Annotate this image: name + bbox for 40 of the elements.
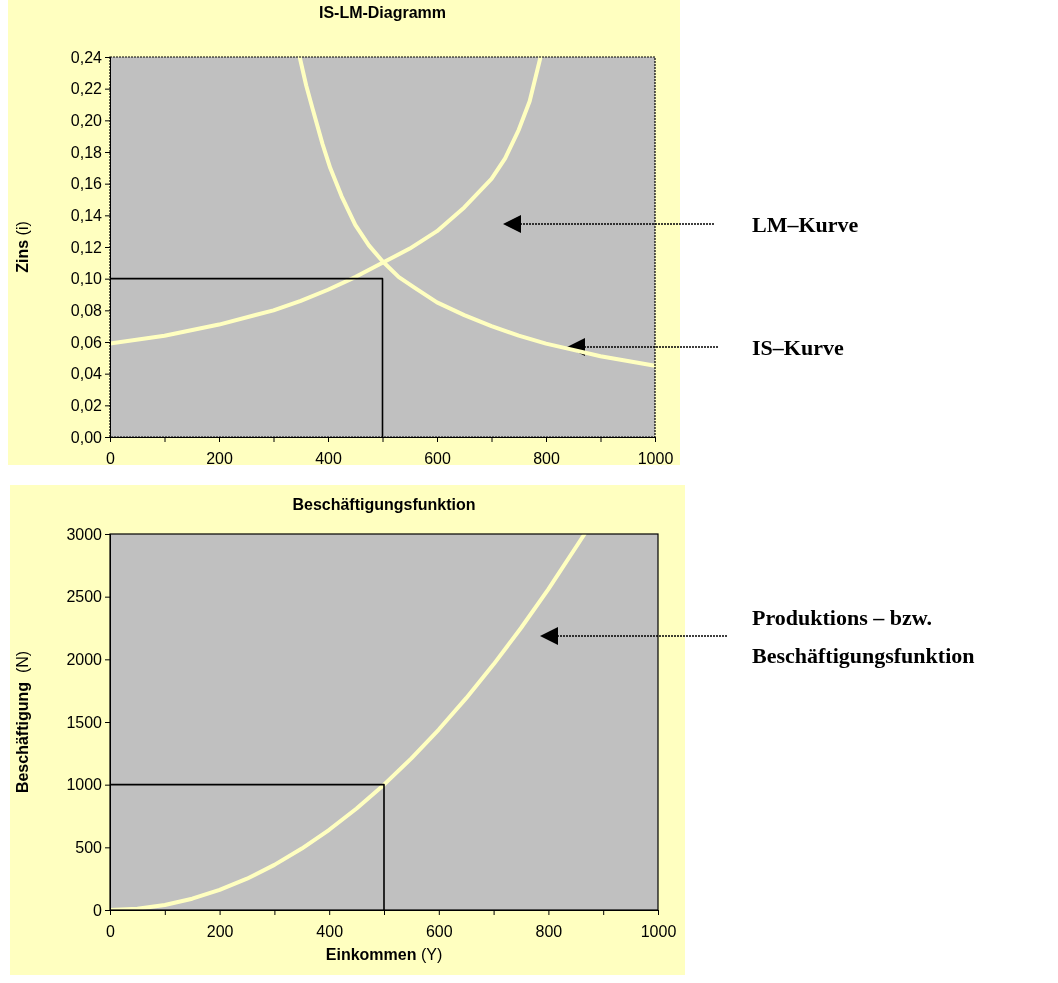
- y-tick-label: 0,12: [70, 238, 103, 256]
- y-tick-label: 0,08: [70, 301, 103, 319]
- y-tick-label: 1500: [66, 713, 103, 731]
- y-tick-label: 0,24: [70, 48, 103, 66]
- y-tick-label: 0,14: [70, 206, 103, 224]
- y-tick-label: 0,16: [70, 175, 103, 193]
- x-tick-label: 200: [206, 450, 233, 468]
- y-tick-label: 0,04: [70, 365, 103, 383]
- text: LM–Kurve: [752, 211, 859, 237]
- x-tick-label: 800: [535, 923, 563, 941]
- y-tick-label: 0,20: [70, 111, 103, 129]
- y-tick-label: 0,06: [70, 333, 103, 351]
- x-tick-label: 400: [315, 450, 342, 468]
- y-tick-label: 0,18: [70, 143, 103, 161]
- y-tick-label: 1000: [66, 776, 103, 794]
- text: Produktions – bzw. Beschäftigungsfunktion: [752, 604, 975, 668]
- y-axis-title: Zins (i): [13, 221, 31, 273]
- x-tick-label: 1000: [640, 923, 677, 941]
- chart-title: IS-LM-Diagramm: [318, 4, 447, 21]
- x-tick-label: 1000: [637, 450, 674, 468]
- y-axis-title: Beschäftigung (N): [13, 650, 31, 794]
- y-tick-label: 500: [75, 838, 103, 856]
- y-tick-label: 0,00: [70, 428, 103, 446]
- x-tick-label: 600: [425, 923, 453, 941]
- y-tick-label: 0,22: [70, 80, 103, 98]
- x-tick-label: 0: [106, 450, 116, 468]
- y-tick-label: 0,02: [70, 396, 103, 414]
- y-tick-label: 3000: [66, 525, 103, 543]
- x-tick-label: 800: [533, 450, 560, 468]
- y-tick-label: 2500: [66, 588, 103, 606]
- chart-title: Beschäftigungsfunktion: [292, 496, 476, 513]
- x-tick-label: 200: [206, 923, 234, 941]
- y-tick-label: 0,10: [70, 270, 103, 288]
- x-axis-title: Einkommen (Y): [325, 946, 443, 963]
- x-tick-label: 400: [316, 923, 344, 941]
- x-tick-label: 0: [106, 923, 116, 941]
- y-tick-label: 2000: [66, 650, 103, 668]
- text: IS–Kurve: [752, 334, 844, 360]
- x-tick-label: 600: [424, 450, 451, 468]
- y-tick-label: 0: [93, 901, 103, 919]
